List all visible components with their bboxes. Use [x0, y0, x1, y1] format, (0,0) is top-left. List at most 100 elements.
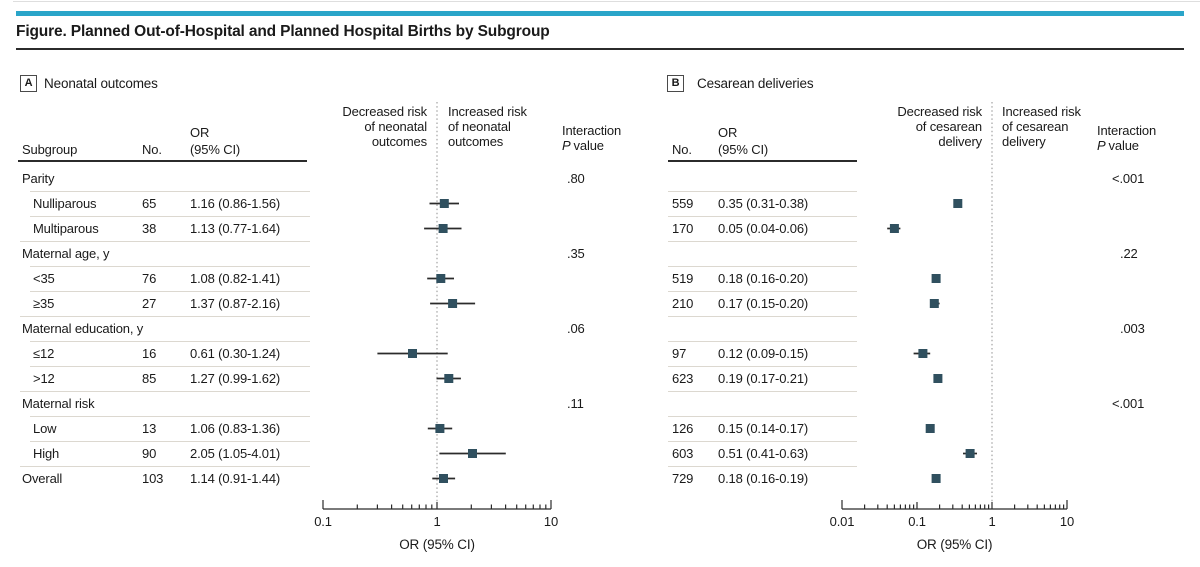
no-cell: 13: [142, 421, 157, 436]
row-separator: [668, 466, 857, 467]
col-header-or-ci-a: (95% CI): [190, 142, 241, 157]
row-separator: [30, 416, 310, 417]
row-separator: [668, 191, 857, 192]
table-row: 126 0.15 (0.14-0.17): [0, 416, 1200, 441]
row-separator: [20, 316, 310, 317]
table-row: 519 0.18 (0.16-0.20): [0, 266, 1200, 291]
row-separator: [668, 241, 857, 242]
or-ci-cell: 1.27 (0.99-1.62): [190, 371, 281, 386]
subgroup-cell: <35: [33, 271, 55, 286]
row-separator: [668, 316, 857, 317]
subgroup-cell: High: [33, 446, 60, 461]
row-separator: [668, 341, 857, 342]
or-ci-cell: 0.35 (0.31-0.38): [718, 196, 809, 211]
or-ci-cell: 0.18 (0.16-0.19): [718, 471, 809, 486]
panel-b-letter: B: [671, 77, 680, 89]
interaction-p-cell: <.001: [1112, 171, 1145, 186]
col-header-no-b: No.: [672, 142, 692, 157]
increased-risk-header-b: Increased risk of cesarean delivery: [1002, 104, 1081, 149]
col-header-or-b: OR: [718, 125, 738, 140]
title-rule: [16, 48, 1184, 50]
panel-b-title: Cesarean deliveries: [697, 76, 814, 91]
or-ci-cell: 1.16 (0.86-1.56): [190, 196, 281, 211]
row-separator: [30, 266, 310, 267]
decreased-risk-header-b: Decreased risk of cesarean delivery: [852, 104, 982, 149]
table-header-rule-b: [668, 160, 857, 162]
decreased-risk-line1-a: Decreased risk: [342, 104, 427, 119]
table-row: .22: [0, 241, 1200, 266]
or-ci-cell: 0.61 (0.30-1.24): [190, 346, 281, 361]
or-ci-cell: 0.17 (0.15-0.20): [718, 296, 809, 311]
no-cell: 65: [142, 196, 157, 211]
row-separator: [30, 216, 310, 217]
table-row: 603 0.51 (0.41-0.63): [0, 441, 1200, 466]
increased-risk-line1-b: Increased risk: [1002, 104, 1081, 119]
subgroup-cell: Maternal education, y: [22, 321, 144, 336]
x-tick-label: 0.01: [830, 514, 855, 529]
panel-b-letter-box: B: [667, 75, 684, 92]
decreased-risk-line3-b: delivery: [938, 134, 982, 149]
no-cell: 126: [672, 421, 694, 436]
table-row: Multiparous 38 1.13 (0.77-1.64): [0, 216, 1200, 241]
decreased-risk-line2-a: of neonatal: [364, 119, 427, 134]
interaction-line1-b: Interaction: [1097, 123, 1157, 138]
figure-title: Figure. Planned Out-of-Hospital and Plan…: [16, 23, 550, 40]
col-header-subgroup-a: Subgroup: [22, 142, 78, 157]
table-row: 623 0.19 (0.17-0.21): [0, 366, 1200, 391]
table-row: 97 0.12 (0.09-0.15): [0, 341, 1200, 366]
interaction-p-cell: .11: [567, 396, 584, 411]
or-ci-cell: 0.18 (0.16-0.20): [718, 271, 809, 286]
no-cell: 559: [672, 196, 694, 211]
row-separator: [668, 366, 857, 367]
subgroup-cell: Maternal risk: [22, 396, 95, 411]
interaction-p-cell: .35: [567, 246, 585, 261]
interaction-p-cell: .06: [567, 321, 585, 336]
x-tick-label: 1: [988, 514, 995, 529]
or-ci-cell: 0.15 (0.14-0.17): [718, 421, 809, 436]
or-ci-cell: 1.08 (0.82-1.41): [190, 271, 281, 286]
table-header-rule-a: [18, 160, 307, 162]
increased-risk-line2-b: of cesarean: [1002, 119, 1069, 134]
or-ci-cell: 0.51 (0.41-0.63): [718, 446, 809, 461]
interaction-p-cell: <.001: [1112, 396, 1145, 411]
row-separator: [668, 416, 857, 417]
table-row: Low 13 1.06 (0.83-1.36): [0, 416, 1200, 441]
or-ci-cell: 1.37 (0.87-2.16): [190, 296, 281, 311]
subgroup-cell: Nulliparous: [33, 196, 97, 211]
no-cell: 210: [672, 296, 694, 311]
interaction-p-cell: .003: [1120, 321, 1145, 336]
decreased-risk-header-a: Decreased risk of neonatal outcomes: [297, 104, 427, 149]
no-cell: 603: [672, 446, 694, 461]
table-row: ≤12 16 0.61 (0.30-1.24): [0, 341, 1200, 366]
table-row: ≥35 27 1.37 (0.87-2.16): [0, 291, 1200, 316]
subgroup-cell: ≤12: [33, 346, 55, 361]
x-tick-label: 0.1: [908, 514, 926, 529]
subgroup-cell: Low: [33, 421, 57, 436]
p-rest-b: value: [1108, 138, 1139, 153]
no-cell: 27: [142, 296, 157, 311]
x-axis: [322, 500, 552, 510]
no-cell: 103: [142, 471, 164, 486]
subgroup-cell: >12: [33, 371, 55, 386]
increased-risk-line3-b: delivery: [1002, 134, 1046, 149]
row-separator: [30, 291, 310, 292]
decreased-risk-line3-a: outcomes: [371, 134, 427, 149]
or-ci-cell: 0.12 (0.09-0.15): [718, 346, 809, 361]
table-row: Maternal education, y .06: [0, 316, 1200, 341]
subgroup-cell: ≥35: [33, 296, 55, 311]
row-separator: [668, 216, 857, 217]
row-separator: [30, 341, 310, 342]
table-row: High 90 2.05 (1.05-4.01): [0, 441, 1200, 466]
x-axis: [841, 500, 1068, 510]
panel-a-title: Neonatal outcomes: [44, 76, 158, 91]
decreased-risk-line2-b: of cesarean: [915, 119, 982, 134]
subgroup-cell: Multiparous: [33, 221, 99, 236]
subgroup-cell: Maternal age, y: [22, 246, 110, 261]
no-cell: 729: [672, 471, 694, 486]
no-cell: 16: [142, 346, 157, 361]
no-cell: 76: [142, 271, 157, 286]
no-cell: 85: [142, 371, 157, 386]
row-separator: [20, 241, 310, 242]
